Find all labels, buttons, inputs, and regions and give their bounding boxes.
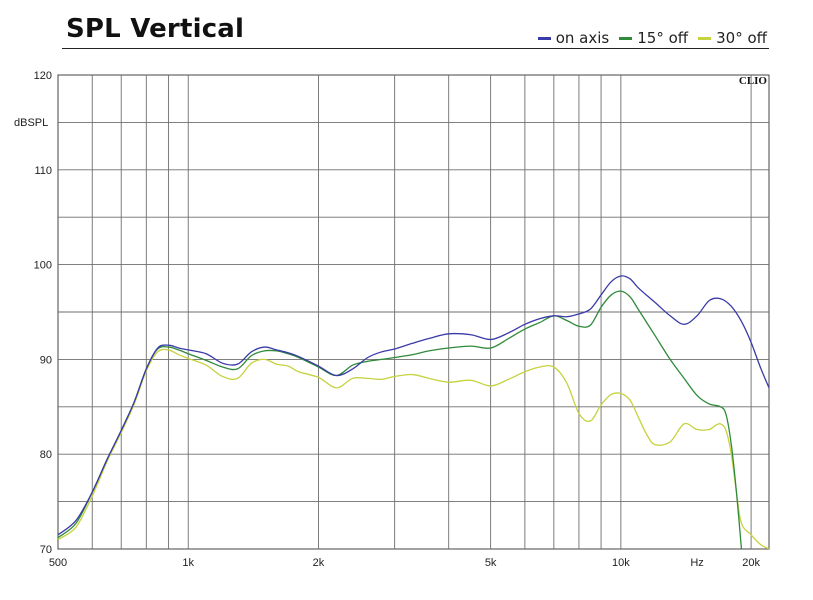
series-line-on-axis [58,275,769,536]
legend-swatch-on-axis [537,36,551,40]
x-tick-label: 5k [485,557,497,569]
x-tick-label: 10k [612,557,630,569]
y-tick-label: 110 [34,165,52,177]
legend-item-on-axis: on axis [537,29,610,47]
chart-legend: on axis 15° off 30° off [537,29,767,47]
title-underline [62,48,769,49]
grid-lines [58,75,769,549]
x-tick-label: 1k [182,557,194,569]
y-axis-label: dBSPL [14,117,48,129]
legend-item-30-off: 30° off [698,29,767,47]
y-tick-label: 100 [34,260,52,272]
x-tick-label: Hz [690,557,703,569]
y-tick-label: 70 [40,544,52,556]
legend-label-30-off: 30° off [716,29,767,47]
clio-watermark: CLIO [739,75,768,87]
y-axis-ticks: 70 80 90 100 110 120 [34,70,52,556]
legend-swatch-15-off [619,36,633,40]
x-tick-label: 20k [742,557,760,569]
series-line-30-off [58,348,769,549]
y-tick-label: 120 [34,70,52,82]
curves [58,275,769,549]
legend-label-on-axis: on axis [555,29,610,47]
x-tick-label: 2k [313,557,325,569]
legend-swatch-30-off [698,36,712,40]
x-axis-ticks: 500 1k 2k 5k 10k Hz 20k [49,557,761,569]
legend-label-15-off: 15° off [637,29,689,47]
x-tick-label: 500 [49,557,67,569]
legend-item-15-off: 15° off [619,29,688,47]
series-line-15-off [58,290,743,549]
y-tick-label: 80 [40,449,52,461]
y-tick-label: 90 [40,354,52,366]
chart-title: SPL Vertical [66,14,245,44]
